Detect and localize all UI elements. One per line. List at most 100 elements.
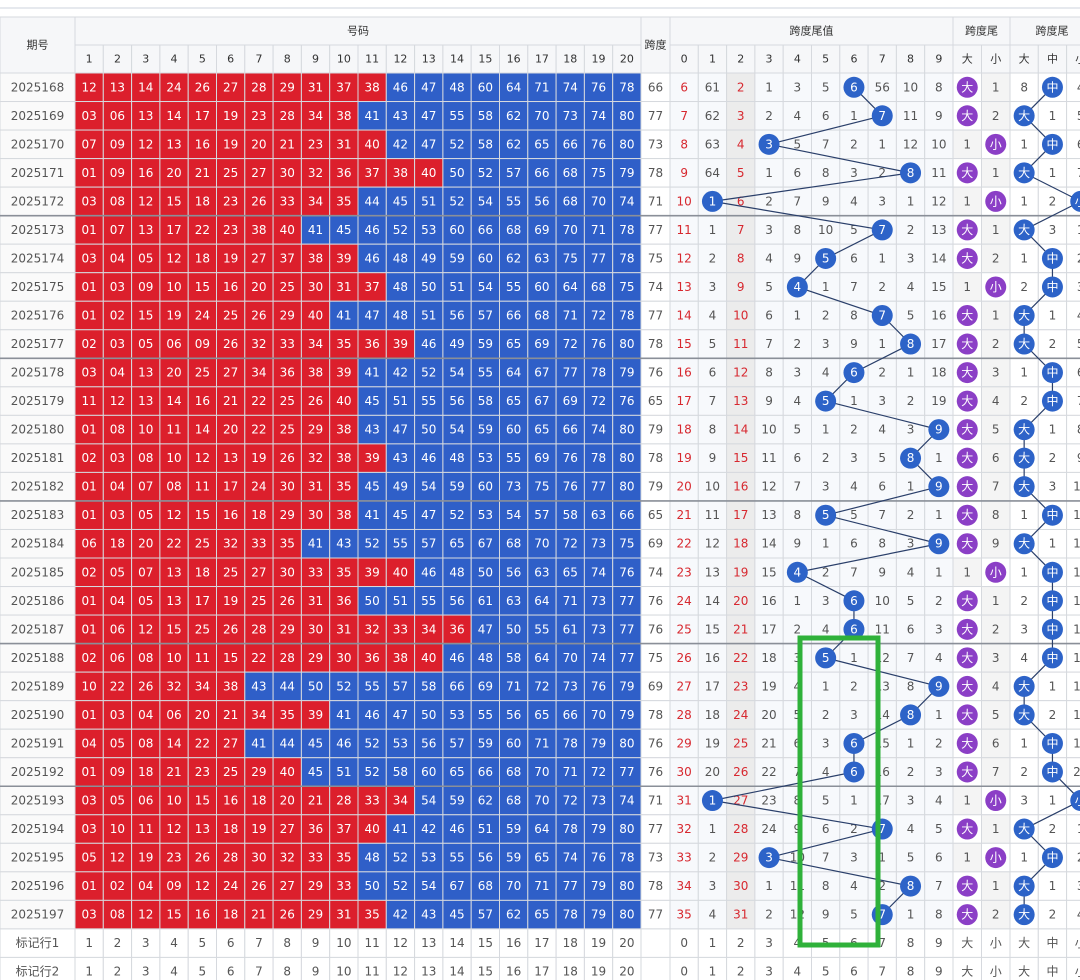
number: 12 [166, 822, 181, 836]
number-cell [414, 101, 444, 131]
number: 23 [195, 765, 210, 779]
hit-label: 大 [1018, 879, 1030, 893]
omission: 8 [822, 166, 830, 180]
omission: 8 [992, 508, 1000, 522]
hit-circle [843, 761, 865, 783]
tail-cell [867, 586, 897, 616]
hit-circle [956, 533, 978, 555]
number-cell [442, 814, 472, 844]
number: 79 [619, 679, 634, 693]
number: 37 [365, 166, 380, 180]
hit-circle [985, 276, 1007, 298]
number-cell [102, 357, 133, 388]
hit-circle [900, 704, 922, 726]
hit-circle [956, 675, 978, 697]
number-cell [300, 814, 331, 844]
number: 28 [251, 622, 266, 636]
number: 26 [223, 337, 238, 351]
number: 14 [166, 394, 181, 408]
number-cell [555, 414, 585, 445]
number-cell [499, 329, 529, 359]
number: 41 [308, 223, 323, 237]
omission: 4 [850, 194, 858, 208]
omission: 31 [677, 794, 692, 808]
number-cell [74, 443, 104, 473]
tail-cell [726, 728, 756, 759]
number-cell [131, 700, 161, 730]
span: 74 [648, 280, 663, 294]
number-cell [300, 528, 331, 559]
column-label: 5 [822, 53, 829, 66]
hit-label: 大 [1018, 708, 1030, 722]
number: 13 [166, 565, 181, 579]
hit-label: 大 [961, 594, 973, 608]
omission: 4 [822, 765, 830, 779]
number: 45 [393, 508, 408, 522]
tail-cell [669, 158, 699, 188]
number: 56 [449, 394, 464, 408]
column-label: 13 [422, 53, 436, 66]
omission: 3 [878, 194, 886, 208]
number: 11 [166, 423, 181, 437]
number-cell [329, 671, 359, 702]
number: 59 [478, 423, 493, 437]
span-cell [640, 272, 671, 302]
number-cell [414, 414, 444, 445]
number-cell [527, 300, 557, 331]
number: 30 [308, 622, 323, 636]
number: 71 [534, 736, 549, 750]
number: 77 [619, 594, 634, 608]
tail-cell [839, 329, 869, 359]
hit-circle [1013, 447, 1035, 469]
omission: 23 [733, 679, 748, 693]
number-cell [159, 757, 189, 787]
number: 27 [223, 736, 238, 750]
number: 32 [223, 537, 238, 551]
omission: 2 [935, 594, 943, 608]
number-cell [470, 614, 501, 645]
number: 35 [280, 708, 295, 722]
hit-label: 大 [961, 765, 973, 779]
omission: 1 [992, 309, 1000, 323]
footer-value: 2 [114, 965, 122, 979]
number: 68 [506, 765, 521, 779]
number: 72 [591, 394, 606, 408]
number: 35 [336, 480, 351, 494]
hit-label: 大 [961, 80, 973, 94]
tail-cell [895, 814, 926, 844]
period: 2025172 [11, 194, 64, 208]
tail-cell [754, 386, 784, 416]
number: 45 [365, 480, 380, 494]
column-label: 4 [794, 53, 801, 66]
omission: 9 [822, 908, 830, 922]
number: 36 [308, 822, 323, 836]
number: 52 [365, 736, 380, 750]
footer-value: 7 [878, 936, 886, 950]
number: 05 [82, 851, 97, 865]
number: 48 [478, 651, 493, 665]
number: 15 [195, 794, 210, 808]
number: 40 [365, 822, 380, 836]
number: 05 [138, 337, 153, 351]
header-cell [187, 44, 217, 74]
column-label: 7 [255, 53, 262, 66]
tail-cell [754, 414, 784, 445]
number-cell [499, 814, 529, 844]
omission: 31 [733, 908, 748, 922]
number: 72 [534, 679, 549, 693]
number: 78 [619, 223, 634, 237]
omission: 1 [822, 679, 830, 693]
number: 42 [421, 822, 436, 836]
number-cell [499, 500, 529, 530]
omission: 4 [907, 822, 915, 836]
tail-cell [839, 842, 869, 873]
number: 75 [534, 480, 549, 494]
bms-cell [1066, 158, 1080, 188]
number: 75 [591, 166, 606, 180]
omission: 2 [822, 708, 830, 722]
omission: 6 [850, 537, 858, 551]
period-cell [0, 215, 76, 245]
number: 10 [166, 794, 181, 808]
omission: 4 [992, 394, 1000, 408]
number: 74 [563, 80, 578, 94]
